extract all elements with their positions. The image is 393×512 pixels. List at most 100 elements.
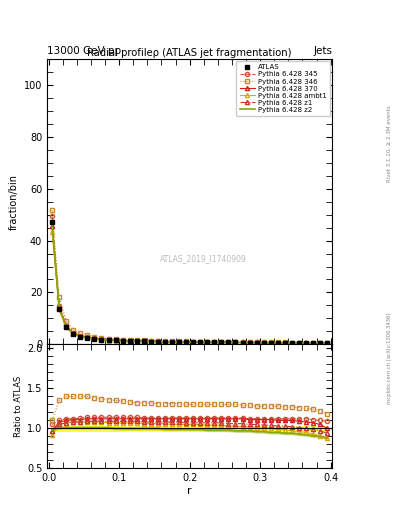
ATLAS (219, 339, 224, 346)
Pythia 6.428 ambt1 (311, 340, 316, 346)
Pythia 6.428 z1 (113, 337, 118, 343)
Pythia 6.428 z2 (191, 339, 195, 345)
Pythia 6.428 z2 (64, 324, 68, 330)
Pythia 6.428 z2 (205, 339, 209, 346)
Pythia 6.428 346 (99, 335, 104, 341)
Pythia 6.428 ambt1 (50, 229, 55, 235)
Pythia 6.428 370 (240, 339, 245, 346)
Pythia 6.428 346 (134, 337, 139, 344)
ATLAS (120, 338, 125, 344)
Pythia 6.428 z1 (99, 336, 104, 342)
Pythia 6.428 370 (64, 323, 68, 329)
Pythia 6.428 370 (50, 223, 55, 229)
Pythia 6.428 345 (163, 338, 167, 345)
Pythia 6.428 370 (290, 339, 294, 346)
Pythia 6.428 370 (78, 333, 83, 339)
Line: Pythia 6.428 346: Pythia 6.428 346 (50, 208, 329, 345)
Pythia 6.428 346 (205, 338, 209, 345)
Pythia 6.428 ambt1 (156, 338, 160, 345)
Pythia 6.428 z1 (205, 339, 209, 345)
Pythia 6.428 370 (311, 340, 316, 346)
Pythia 6.428 z2 (226, 339, 231, 346)
Line: Pythia 6.428 z1: Pythia 6.428 z1 (50, 224, 329, 345)
Pythia 6.428 346 (290, 339, 294, 346)
Pythia 6.428 z1 (212, 339, 217, 345)
Pythia 6.428 ambt1 (78, 333, 83, 339)
Pythia 6.428 345 (254, 339, 259, 346)
Pythia 6.428 z2 (120, 338, 125, 344)
Pythia 6.428 ambt1 (106, 337, 111, 343)
Line: ATLAS: ATLAS (50, 220, 330, 346)
Pythia 6.428 345 (134, 338, 139, 344)
Pythia 6.428 370 (113, 337, 118, 343)
Pythia 6.428 z1 (268, 339, 273, 346)
Pythia 6.428 ambt1 (57, 305, 62, 311)
Pythia 6.428 346 (261, 339, 266, 345)
Pythia 6.428 z1 (247, 339, 252, 346)
Pythia 6.428 z2 (318, 340, 322, 346)
Pythia 6.428 ambt1 (205, 339, 209, 345)
Pythia 6.428 z1 (233, 339, 238, 346)
Pythia 6.428 346 (85, 332, 90, 338)
Pythia 6.428 346 (177, 338, 182, 345)
Pythia 6.428 345 (141, 338, 146, 344)
Line: Pythia 6.428 z2: Pythia 6.428 z2 (52, 225, 327, 344)
Pythia 6.428 345 (156, 338, 160, 345)
Pythia 6.428 345 (318, 340, 322, 346)
ATLAS (50, 219, 55, 225)
ATLAS (99, 336, 104, 343)
Pythia 6.428 z2 (141, 338, 146, 345)
Pythia 6.428 z1 (85, 334, 90, 340)
Pythia 6.428 z1 (170, 338, 174, 345)
ATLAS (92, 336, 97, 342)
Pythia 6.428 z2 (106, 337, 111, 343)
Pythia 6.428 370 (149, 338, 153, 345)
Text: Rivet 3.1.10, ≥ 2.3M events: Rivet 3.1.10, ≥ 2.3M events (387, 105, 392, 182)
Pythia 6.428 370 (141, 338, 146, 344)
Pythia 6.428 z2 (50, 222, 55, 228)
ATLAS (233, 339, 238, 346)
Pythia 6.428 370 (212, 339, 217, 345)
ATLAS (198, 339, 202, 345)
Pythia 6.428 ambt1 (240, 339, 245, 346)
ATLAS (85, 335, 90, 341)
Pythia 6.428 z1 (304, 340, 309, 346)
Pythia 6.428 ambt1 (219, 339, 224, 346)
Pythia 6.428 346 (71, 327, 75, 333)
Pythia 6.428 345 (92, 335, 97, 341)
Title: Radial profileρ (ATLAS jet fragmentation): Radial profileρ (ATLAS jet fragmentation… (87, 48, 292, 58)
Pythia 6.428 345 (247, 339, 252, 346)
Pythia 6.428 346 (106, 335, 111, 342)
Pythia 6.428 345 (191, 339, 195, 345)
ATLAS (113, 337, 118, 344)
Pythia 6.428 z2 (261, 339, 266, 346)
Pythia 6.428 346 (120, 336, 125, 343)
Pythia 6.428 z1 (71, 330, 75, 336)
Pythia 6.428 370 (85, 334, 90, 340)
Pythia 6.428 346 (156, 338, 160, 344)
Pythia 6.428 z1 (134, 338, 139, 344)
Pythia 6.428 345 (106, 336, 111, 343)
Pythia 6.428 ambt1 (149, 338, 153, 345)
Text: Jets: Jets (313, 46, 332, 56)
Pythia 6.428 z1 (297, 340, 301, 346)
Pythia 6.428 346 (240, 339, 245, 345)
Pythia 6.428 z1 (325, 340, 329, 346)
Pythia 6.428 ambt1 (261, 339, 266, 346)
Pythia 6.428 z1 (106, 336, 111, 343)
Pythia 6.428 z1 (198, 339, 202, 345)
Pythia 6.428 ambt1 (134, 338, 139, 344)
Pythia 6.428 345 (99, 336, 104, 342)
Pythia 6.428 370 (120, 337, 125, 344)
Pythia 6.428 346 (318, 340, 322, 346)
Pythia 6.428 ambt1 (247, 339, 252, 346)
Pythia 6.428 ambt1 (304, 340, 309, 346)
Text: 13000 GeV pp: 13000 GeV pp (47, 46, 121, 56)
Pythia 6.428 ambt1 (325, 340, 329, 347)
Pythia 6.428 z2 (85, 335, 90, 341)
Pythia 6.428 ambt1 (170, 339, 174, 345)
Pythia 6.428 z1 (141, 338, 146, 344)
Pythia 6.428 z1 (120, 337, 125, 344)
Pythia 6.428 z1 (254, 339, 259, 346)
Pythia 6.428 z1 (149, 338, 153, 345)
